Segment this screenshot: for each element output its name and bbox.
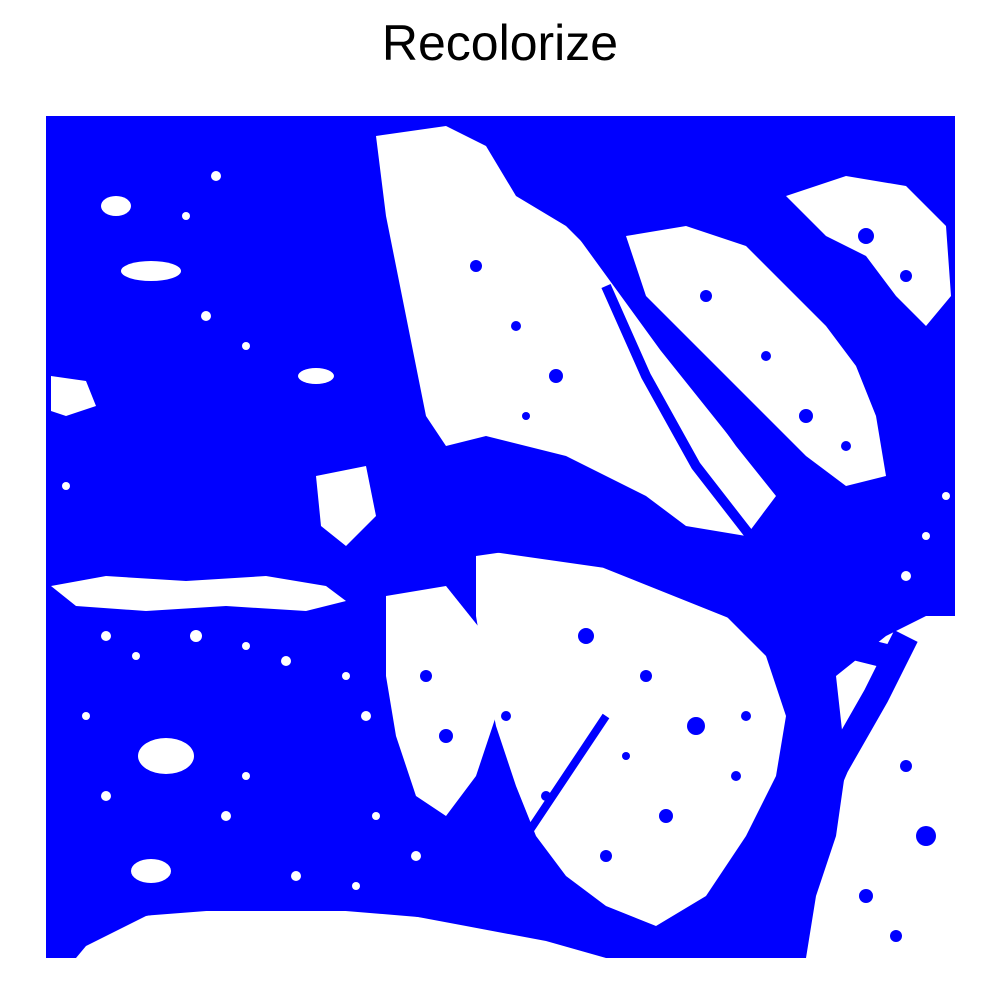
channel-horizontal [464, 524, 889, 668]
land-left-island-b [138, 738, 194, 774]
figure-title: Recolorize [381, 15, 619, 71]
land-upper-right-b [786, 176, 951, 326]
land-left-island-d [298, 368, 334, 384]
land-lower-left-center [386, 586, 496, 816]
land-speckles [62, 171, 950, 890]
land-left-patch [51, 376, 96, 416]
land-left-island-a [121, 261, 181, 281]
channel-right-river [763, 630, 918, 958]
water-channels [75, 231, 918, 958]
land-lower-right [806, 616, 955, 958]
land-lower-center [476, 546, 786, 926]
channel-diagonal-b [601, 283, 770, 560]
water-speckles [420, 228, 936, 942]
channel-bottom-arc [75, 901, 668, 958]
land-left-island-e [101, 196, 131, 216]
land-bottom-arc [76, 901, 606, 958]
land-center-patch [316, 466, 376, 546]
channel-diagonal-a [580, 231, 812, 521]
land-upper-right [626, 226, 886, 486]
land-left-strip [51, 576, 346, 611]
land-left-island-c [131, 859, 171, 883]
channel-lower-diag [522, 713, 610, 839]
recolorized-map-panel [46, 116, 955, 958]
recolorized-map-image [46, 116, 955, 958]
